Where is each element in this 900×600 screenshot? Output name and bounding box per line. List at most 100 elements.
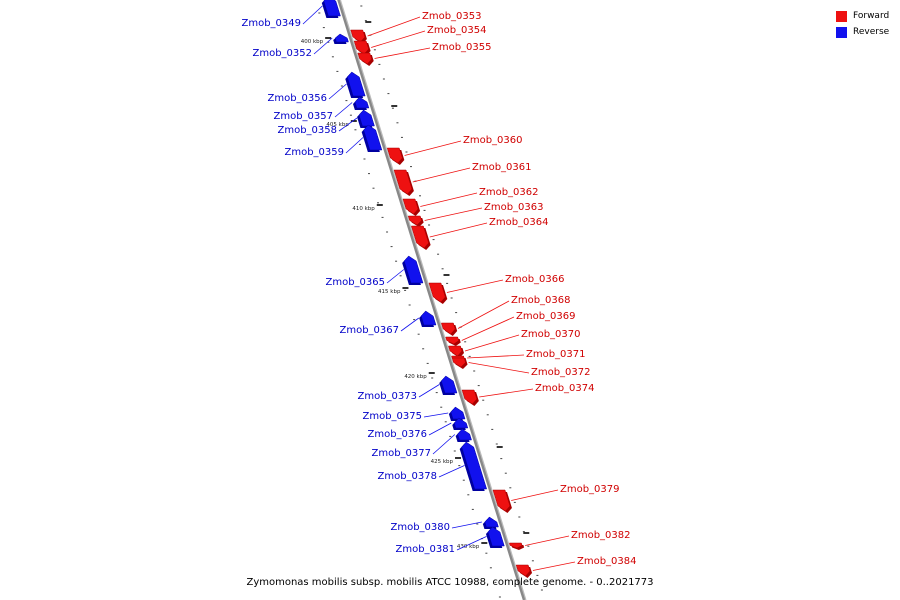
gene-label: Zmob_0373 [357,391,417,402]
gene-arrow[interactable] [461,441,488,490]
gene-leader-line [371,30,426,48]
tick-label: 420 kbp [404,374,427,380]
gene-layer [321,0,533,578]
gene-label: Zmob_0362 [479,187,539,198]
gene-label: Zmob_0384 [577,556,637,567]
gene-leader-line [424,207,483,221]
gene-arrow[interactable] [448,345,463,357]
gene-label: Zmob_0371 [526,349,586,360]
gene-label: Zmob_0354 [427,25,487,36]
gene-leader-line [338,117,358,132]
gene-arrow[interactable] [357,52,372,65]
gene-arrow[interactable] [428,282,446,303]
gene-leader-line [464,334,520,352]
genome-caption: Zymomonas mobilis subsp. mobilis ATCC 10… [246,577,654,588]
gene-arrow[interactable] [461,389,478,405]
label-layer: Zmob_0349 Zmob_0352 Zmob_0353 Zmob_0354 Zmob… [241,5,637,571]
gene-label: Zmob_0363 [484,202,544,213]
gene-arrow[interactable] [457,428,472,441]
gene-leader-line [400,317,420,332]
gene-label: Zmob_0379 [560,484,620,495]
gene-leader-line [446,279,504,293]
gene-arrow[interactable] [487,526,505,547]
legend: Forward Reverse [836,8,900,40]
gene-label: Zmob_0367 [339,325,399,336]
gene-label: Zmob_0359 [284,147,344,158]
gene-arrow[interactable] [484,516,499,528]
gene-label: Zmob_0357 [273,111,333,122]
gene-arrow[interactable] [347,71,366,97]
gene-label: Zmob_0369 [516,311,576,322]
tick-label: 410 kbp [352,206,375,212]
gene-label: Zmob_0364 [489,217,549,228]
gene-leader-line [432,434,456,455]
gene-leader-line [428,422,452,436]
tick-label: 400 kbp [301,39,324,45]
gene-leader-line [334,102,353,118]
gene-arrow[interactable] [354,96,370,109]
gene-leader-line [451,521,482,529]
gene-leader-line [429,222,488,238]
gene-leader-line [386,269,405,284]
gene-arrow[interactable] [441,375,458,394]
gene-leader-line [420,192,478,207]
gene-label: Zmob_0355 [432,42,492,53]
gene-arrow[interactable] [411,225,429,249]
gene-leader-line [418,384,440,398]
gene-leader-line [345,137,364,154]
gene-leader-line [461,316,515,341]
gene-label: Zmob_0356 [267,93,327,104]
gene-arrow[interactable] [407,215,422,226]
legend-item-reverse: Reverse [836,24,900,40]
gene-leader-line [457,300,510,329]
genome-axis-shadow [338,0,527,600]
gene-arrow[interactable] [509,542,523,549]
gene-arrow[interactable] [403,255,424,284]
gene-arrow[interactable] [515,564,531,577]
gene-label: Zmob_0366 [505,274,565,285]
gene-arrow[interactable] [451,357,466,368]
gene-arrow[interactable] [393,169,413,195]
gene-leader-line [479,388,534,398]
gene-label: Zmob_0375 [362,411,422,422]
gene-label: Zmob_0353 [422,11,482,22]
gene-label: Zmob_0370 [521,329,581,340]
gene-label: Zmob_0372 [531,367,591,378]
gene-arrow[interactable] [334,33,349,43]
gene-arrow[interactable] [453,417,469,429]
gene-label: Zmob_0368 [511,295,571,306]
gene-arrow[interactable] [420,310,437,326]
gene-arrow[interactable] [450,406,466,420]
legend-label-forward: Forward [853,11,890,21]
tick-layer: 400 kbp 405 kbp 410 kbp 415 kbp 420 kbp 425 k… [301,5,543,598]
gene-leader-line [404,140,462,156]
gene-leader-line [467,354,525,359]
legend-swatch-forward [836,10,847,22]
gene-arrow[interactable] [386,147,403,164]
gene-leader-line [302,5,323,25]
gene-leader-line [511,489,559,501]
gene-leader-line [367,16,421,37]
gene-leader-line [374,47,431,59]
gene-arrow[interactable] [492,489,511,512]
gene-arrow[interactable] [323,0,341,17]
gene-label: Zmob_0380 [390,522,450,533]
gene-label: Zmob_0365 [325,277,385,288]
legend-label-reverse: Reverse [853,27,890,37]
tick-label: 415 kbp [378,289,401,295]
gene-arrow[interactable] [350,29,366,43]
gene-arrow[interactable] [402,198,419,215]
gene-leader-line [313,37,333,55]
gene-label: Zmob_0376 [367,429,427,440]
gene-arrow[interactable] [353,40,369,55]
gene-arrow[interactable] [441,322,456,335]
genome-axis-layer [337,0,527,600]
gene-arrow[interactable] [445,336,460,345]
gene-label: Zmob_0360 [463,135,523,146]
gene-leader-line [328,83,347,100]
gene-leader-line [412,167,471,183]
legend-swatch-reverse [836,26,847,38]
gene-leader-line [468,362,530,374]
gene-label: Zmob_0361 [472,162,532,173]
gene-arrow[interactable] [363,124,383,151]
